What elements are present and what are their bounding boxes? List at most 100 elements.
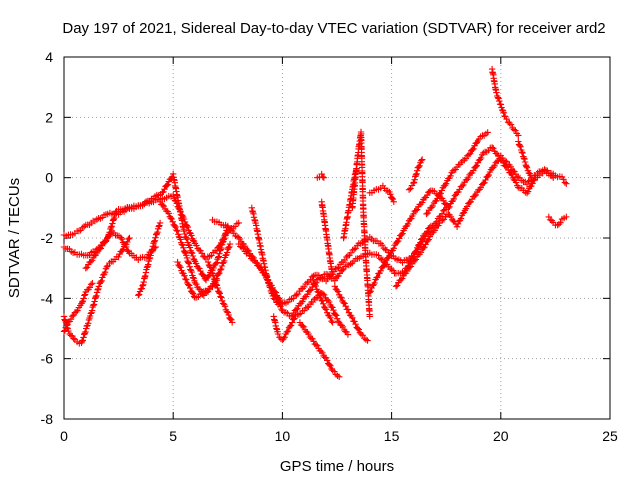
data-point-marks (453, 207, 469, 230)
data-point-marks (545, 213, 555, 224)
y-tick-label: -4 (41, 290, 54, 306)
data-point-marks (113, 206, 127, 215)
data-point-marks (357, 330, 370, 343)
data-point-marks (392, 227, 407, 247)
data-point-marks (305, 330, 320, 348)
series-arc5 (82, 227, 159, 272)
data-point-marks (320, 213, 329, 233)
data-point (528, 174, 535, 181)
data-point-marks (135, 285, 145, 299)
data-point-marks (314, 173, 323, 181)
data-point-marks (379, 182, 391, 194)
data-point-marks (467, 137, 482, 157)
data-point-marks (285, 315, 298, 331)
data-point-marks (108, 227, 123, 240)
data-point-marks (432, 206, 448, 227)
data-point-marks (366, 249, 380, 258)
data-point-marks (65, 311, 77, 326)
data-point-marks (165, 210, 180, 234)
data-point-marks (82, 281, 95, 296)
data-point-marks (126, 250, 140, 261)
data-point-marks (159, 173, 176, 196)
data-point-marks (432, 184, 447, 205)
data-point-marks (471, 151, 486, 171)
chart-title: Day 197 of 2021, Sidereal Day-to-day VTE… (62, 20, 605, 37)
data-point-marks (515, 138, 526, 156)
data-point-marks (246, 252, 263, 270)
data-point-marks (71, 336, 83, 347)
data-point-marks (410, 200, 425, 218)
data-point-marks (270, 313, 281, 335)
data-point-marks (364, 280, 373, 318)
data-point-marks (331, 283, 344, 301)
data-point-marks (399, 253, 415, 266)
data-point-marks (71, 302, 84, 316)
data-point (235, 219, 242, 227)
series-arc6 (135, 219, 164, 299)
data-point-marks (392, 272, 407, 290)
data-point-marks (410, 167, 421, 187)
data-point-marks (67, 230, 79, 238)
data-point-marks (342, 213, 351, 229)
data-point (329, 271, 336, 278)
data-point (329, 319, 336, 326)
data-point-marks (475, 130, 490, 143)
data-point-marks (558, 214, 568, 223)
series-arc4 (60, 280, 96, 335)
data-point-marks (211, 276, 224, 300)
data-point-marks (325, 243, 334, 264)
data-point-marks (449, 161, 464, 174)
series-arc25 (405, 156, 426, 193)
data-point-marks (82, 248, 99, 259)
data-point-marks (156, 198, 171, 215)
data-point (364, 337, 371, 344)
data-point-marks (209, 216, 221, 225)
data-point-marks (60, 321, 71, 335)
data-point-marks (224, 309, 235, 323)
data-point (563, 213, 570, 221)
series-arc8 (174, 258, 221, 301)
data-point (390, 198, 397, 205)
data-point-marks (235, 240, 252, 257)
data-point-marks (515, 174, 529, 186)
series-arc23 (392, 152, 557, 290)
data-point-marks (204, 258, 218, 283)
data-point-marks (174, 227, 189, 257)
data-point-marks (248, 204, 259, 227)
data-point-marks (253, 222, 264, 249)
y-axis-label: SDTVAR / TECUs (6, 178, 23, 298)
data-point-marks (419, 233, 433, 253)
series-arc18 (331, 283, 371, 344)
data-point-marks (401, 212, 416, 232)
data-point-marks (550, 219, 559, 229)
data-point-marks (318, 290, 333, 306)
y-tick-label: 4 (45, 49, 53, 65)
data-point-marks (218, 294, 231, 315)
data-point-marks (296, 319, 311, 336)
data-point-marks (506, 169, 521, 189)
data-point-marks (95, 263, 110, 290)
data-point-marks (523, 164, 534, 179)
data-point-marks (445, 191, 460, 212)
data-point-marks (170, 170, 187, 233)
data-point-marks (235, 234, 250, 253)
data-point-marks (502, 113, 512, 126)
data-point-marks (462, 193, 477, 212)
data-points (60, 65, 570, 380)
data-point-marks (510, 126, 520, 137)
data-point-marks (174, 258, 189, 283)
data-point (126, 234, 133, 242)
data-point-marks (344, 201, 353, 217)
series-arc12 (248, 204, 282, 308)
x-tick-label: 15 (384, 428, 400, 444)
data-point-marks (309, 277, 322, 296)
data-point-marks (558, 173, 569, 186)
data-point-marks (375, 256, 390, 277)
data-point-marks (360, 204, 369, 254)
data-point-marks (78, 314, 93, 346)
series-arc17 (318, 198, 336, 278)
data-point-marks (344, 242, 361, 259)
data-point (484, 129, 491, 136)
data-point-marks (148, 191, 164, 203)
data-point-marks (159, 192, 175, 203)
